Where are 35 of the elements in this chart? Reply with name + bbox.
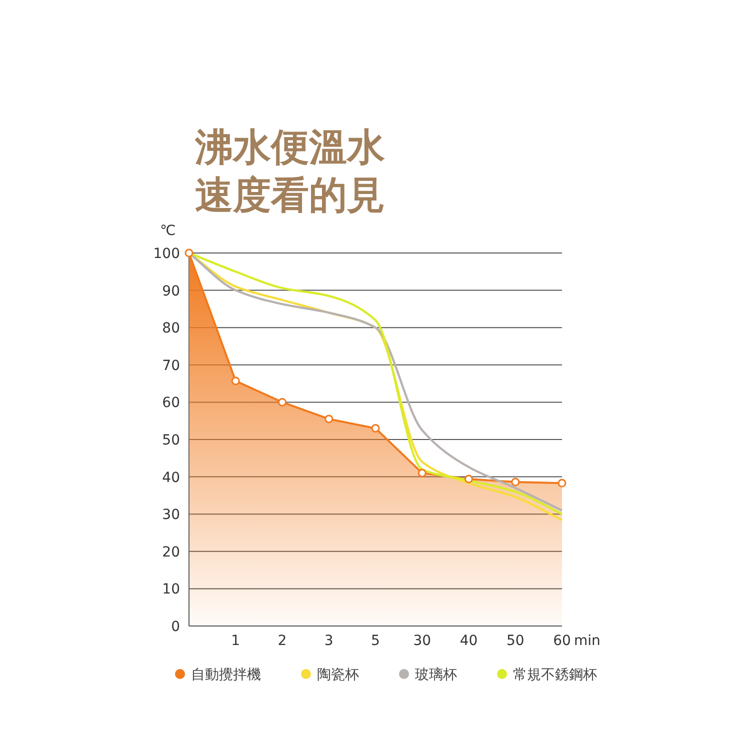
x-tick-label: 60	[553, 633, 571, 649]
y-tick-label: 10	[162, 582, 180, 598]
y-tick-label: 60	[162, 395, 180, 412]
point	[184, 248, 194, 258]
y-tick-label: 20	[162, 544, 180, 560]
y-tick-label: 90	[162, 283, 180, 300]
legend-label: 陶瓷杯	[317, 667, 359, 683]
y-tick-label: 40	[162, 470, 180, 486]
legend-label: 常規不銹鋼杯	[513, 667, 597, 683]
legend-label: 玻璃杯	[415, 667, 457, 683]
x-tick-label: 30	[413, 633, 432, 649]
y-tick-label: 70	[162, 358, 180, 374]
legend-label: 自動攪拌機	[191, 667, 261, 683]
y-tick-label: 30	[162, 507, 180, 524]
y-tick-label: 0	[171, 619, 180, 635]
y-tick-label: 80	[162, 320, 180, 337]
x-axis-title: min	[574, 633, 600, 649]
point	[558, 478, 566, 488]
y-tick-label: 100	[153, 246, 180, 262]
y-axis-title: ℃	[160, 223, 176, 239]
point	[511, 478, 520, 486]
x-tick-label: 3	[324, 633, 334, 649]
point	[418, 468, 426, 478]
point	[464, 474, 473, 484]
point	[231, 376, 240, 386]
x-tick-label: 2	[278, 633, 287, 649]
x-tick-label: 50	[506, 633, 524, 649]
x-tick-label: 5	[371, 633, 380, 649]
point	[324, 414, 334, 424]
x-tick-label: 40	[460, 633, 478, 649]
chart-title: 沸水便溫水速度看的見	[194, 125, 385, 217]
x-tick-label: 1	[231, 633, 240, 649]
y-tick-label: 50	[162, 432, 180, 448]
point	[278, 398, 286, 406]
point	[371, 424, 380, 433]
